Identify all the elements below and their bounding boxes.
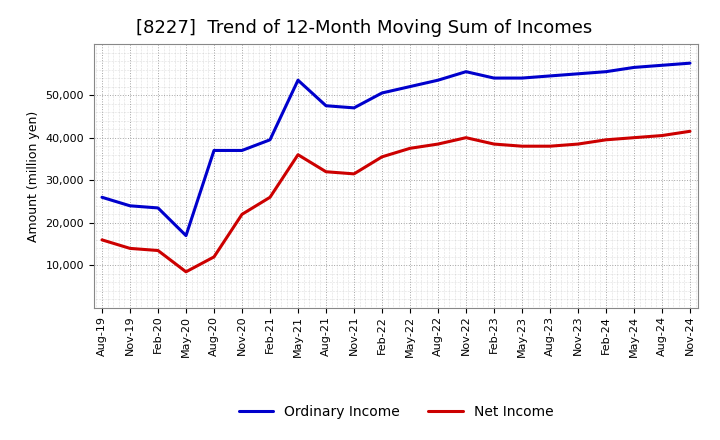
Ordinary Income bbox=[405, 84, 414, 89]
Ordinary Income bbox=[350, 105, 359, 110]
Ordinary Income bbox=[322, 103, 330, 108]
Ordinary Income bbox=[266, 137, 274, 143]
Y-axis label: Amount (million yen): Amount (million yen) bbox=[27, 110, 40, 242]
Net Income bbox=[181, 269, 190, 275]
Net Income bbox=[350, 171, 359, 176]
Ordinary Income bbox=[630, 65, 639, 70]
Net Income bbox=[294, 152, 302, 158]
Ordinary Income bbox=[98, 194, 107, 200]
Net Income bbox=[602, 137, 611, 143]
Ordinary Income bbox=[433, 77, 442, 83]
Ordinary Income bbox=[518, 75, 526, 81]
Net Income bbox=[546, 143, 554, 149]
Net Income bbox=[630, 135, 639, 140]
Line: Net Income: Net Income bbox=[102, 131, 690, 272]
Net Income bbox=[322, 169, 330, 174]
Net Income bbox=[433, 141, 442, 147]
Ordinary Income bbox=[602, 69, 611, 74]
Net Income bbox=[98, 237, 107, 242]
Net Income bbox=[657, 133, 666, 138]
Ordinary Income bbox=[181, 233, 190, 238]
Net Income bbox=[238, 212, 246, 217]
Net Income bbox=[153, 248, 162, 253]
Legend: Ordinary Income, Net Income: Ordinary Income, Net Income bbox=[233, 400, 559, 425]
Ordinary Income bbox=[153, 205, 162, 211]
Ordinary Income bbox=[126, 203, 135, 209]
Net Income bbox=[405, 146, 414, 151]
Ordinary Income bbox=[378, 90, 387, 95]
Text: [8227]  Trend of 12-Month Moving Sum of Incomes: [8227] Trend of 12-Month Moving Sum of I… bbox=[136, 19, 592, 37]
Ordinary Income bbox=[685, 61, 694, 66]
Ordinary Income bbox=[574, 71, 582, 77]
Ordinary Income bbox=[238, 148, 246, 153]
Net Income bbox=[685, 128, 694, 134]
Line: Ordinary Income: Ordinary Income bbox=[102, 63, 690, 235]
Net Income bbox=[518, 143, 526, 149]
Net Income bbox=[210, 254, 218, 260]
Ordinary Income bbox=[462, 69, 470, 74]
Net Income bbox=[574, 141, 582, 147]
Net Income bbox=[462, 135, 470, 140]
Ordinary Income bbox=[210, 148, 218, 153]
Net Income bbox=[490, 141, 498, 147]
Net Income bbox=[126, 246, 135, 251]
Ordinary Income bbox=[490, 75, 498, 81]
Ordinary Income bbox=[657, 62, 666, 68]
Net Income bbox=[266, 194, 274, 200]
Ordinary Income bbox=[546, 73, 554, 79]
Net Income bbox=[378, 154, 387, 159]
Ordinary Income bbox=[294, 77, 302, 83]
